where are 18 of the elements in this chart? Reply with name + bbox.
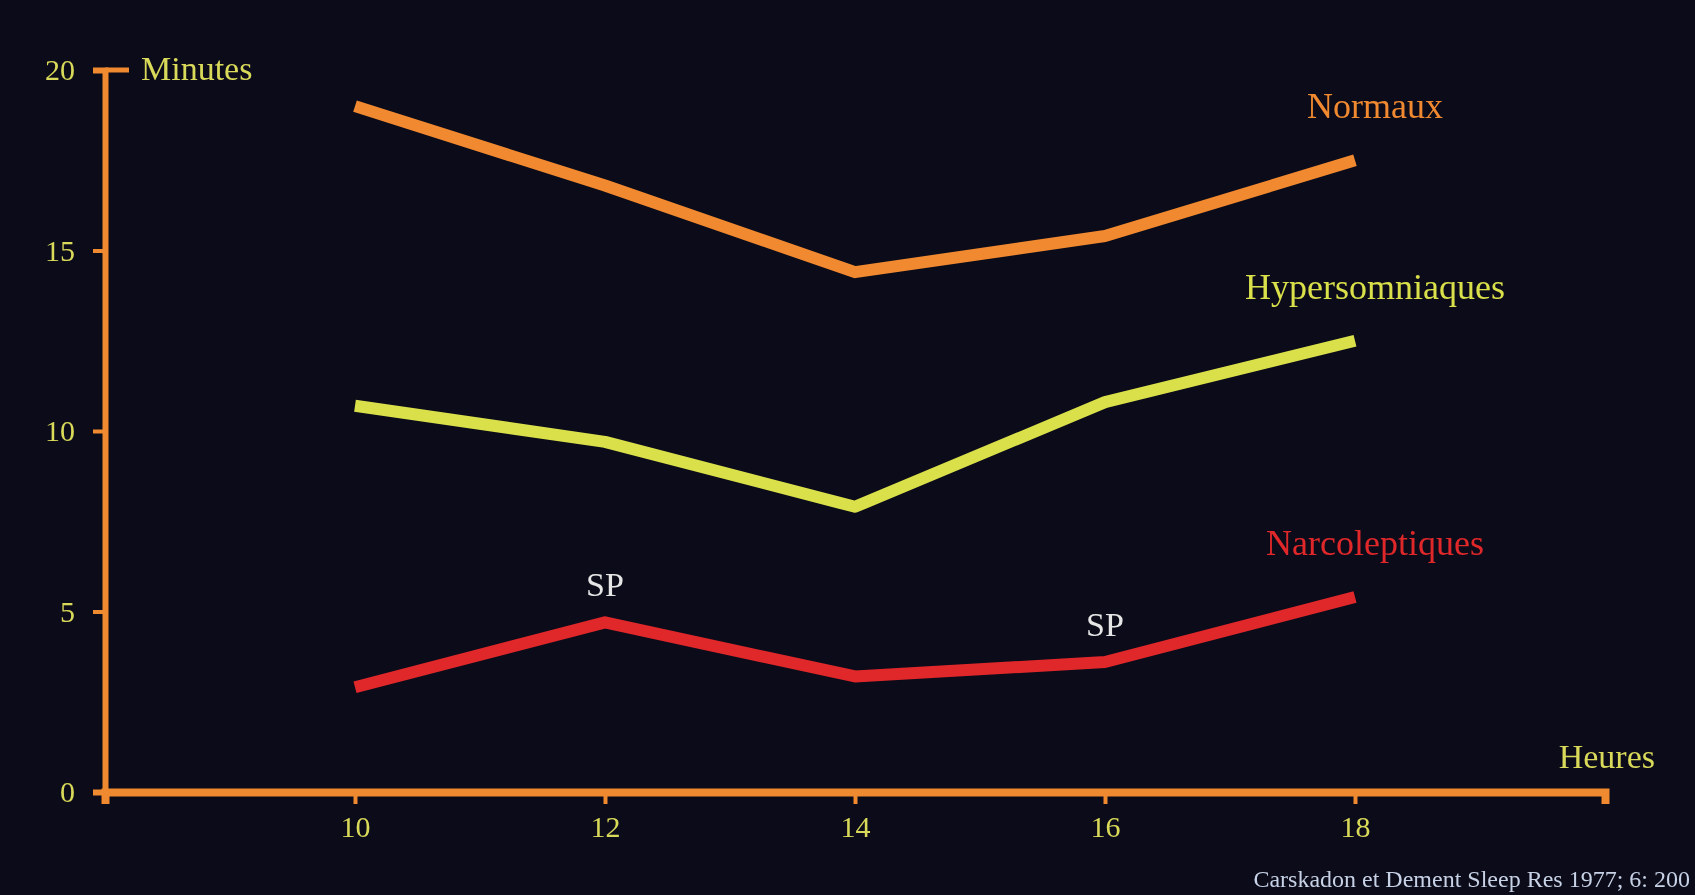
- x-tick-label: 12: [590, 810, 621, 844]
- y-tick-label: 20: [45, 53, 75, 87]
- y-tick-label: 15: [45, 233, 75, 267]
- x-tick-label: 16: [1090, 810, 1121, 844]
- y-axis-title: Minutes: [141, 50, 253, 87]
- y-tick-label: 5: [60, 594, 75, 628]
- series-label: Narcoleptiques: [1266, 523, 1484, 564]
- annotation: SP: [586, 566, 624, 604]
- series-label: Hypersomniaques: [1245, 266, 1505, 307]
- x-axis-title: Heures: [1558, 738, 1655, 775]
- x-tick-label: 14: [840, 810, 871, 844]
- y-tick-label: 10: [45, 414, 75, 448]
- x-tick-label: 18: [1340, 810, 1371, 844]
- series-label: Normaux: [1307, 86, 1443, 127]
- x-tick-label: 10: [340, 810, 371, 844]
- annotation: SP: [1086, 606, 1124, 644]
- y-tick-label: 0: [60, 775, 75, 809]
- text: Carskadon et Dement Sleep Res 1977; 6: 200: [1253, 866, 1690, 892]
